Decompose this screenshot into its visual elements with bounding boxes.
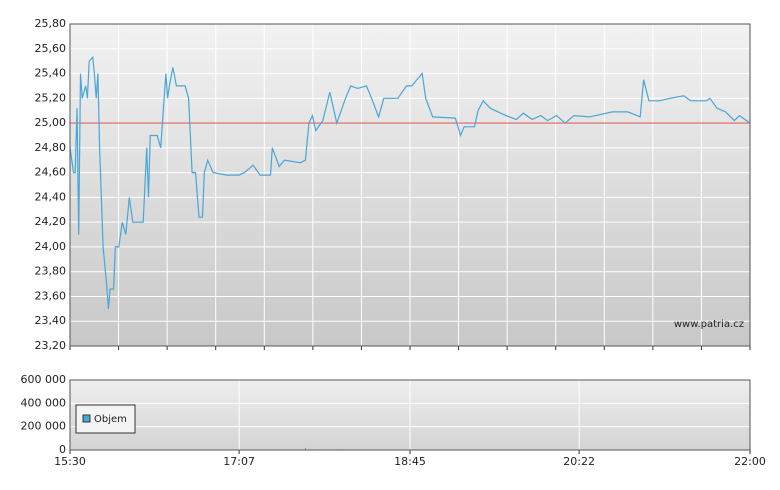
legend-label: Objem <box>94 414 127 425</box>
y-tick-label: 400 000 <box>21 396 67 409</box>
y-tick-label: 24,20 <box>35 215 67 228</box>
y-tick-label: 24,00 <box>35 240 67 253</box>
x-tick-label: 20:22 <box>563 455 595 468</box>
y-tick-label: 23,60 <box>35 289 67 302</box>
x-tick-label: 18:45 <box>394 455 426 468</box>
y-tick-label: 23,40 <box>35 314 67 327</box>
y-tick-label: 24,80 <box>35 141 67 154</box>
plot-frame <box>69 23 751 347</box>
y-tick-label: 25,80 <box>35 17 67 30</box>
y-tick-label: 600 000 <box>21 373 67 386</box>
plot-frame <box>69 379 751 451</box>
watermark: www.patria.cz <box>674 319 744 330</box>
y-tick-label: 24,60 <box>35 166 67 179</box>
x-tick-label: 17:07 <box>223 455 255 468</box>
y-tick-label: 25,00 <box>35 116 67 129</box>
y-tick-label: 0 <box>59 443 66 456</box>
x-tick-label: 15:30 <box>54 455 86 468</box>
volume-bar <box>304 447 306 450</box>
y-tick-label: 200 000 <box>21 420 67 433</box>
y-tick-label: 24,40 <box>35 190 67 203</box>
price-line <box>69 56 751 309</box>
legend-swatch <box>82 414 91 423</box>
y-tick-label: 25,40 <box>35 67 67 80</box>
x-tick-label: 22:00 <box>734 455 766 468</box>
y-tick-label: 23,80 <box>35 265 67 278</box>
y-tick-label: 25,20 <box>35 91 67 104</box>
y-tick-label: 25,60 <box>35 42 67 55</box>
y-tick-label: 23,20 <box>35 339 67 352</box>
